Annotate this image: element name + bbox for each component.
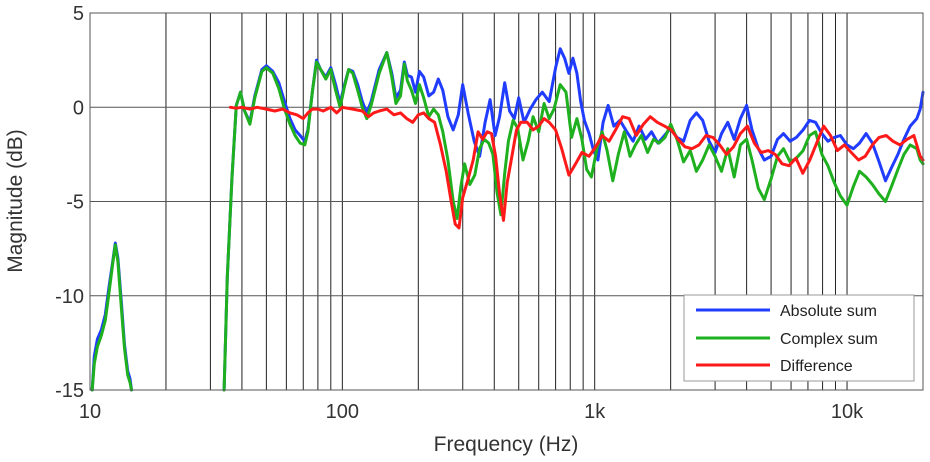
y-tick-label: -10 [55,286,84,308]
legend-label-difference: Difference [780,358,853,375]
legend-label-complex-sum: Complex sum [780,331,878,348]
legend-label-absolute-sum: Absolute sum [780,303,877,320]
y-tick-label: -5 [66,192,84,214]
series-lines [90,47,925,392]
x-tick-label: 1k [584,401,606,423]
x-tick-label: 10k [831,401,864,423]
series-line-complex-sum [90,243,133,392]
x-tick-labels: 10 100 1k 10k [79,401,864,423]
plot-frame [89,12,924,391]
x-axis-label: Frequency (Hz) [434,433,579,456]
series-line-difference [228,105,925,230]
y-tick-labels: 5 0 -5 -10 -15 [55,3,84,402]
x-tick-label: 10 [79,401,101,423]
legend: Absolute sum Complex sum Difference [683,294,915,382]
y-tick-label: 5 [73,3,84,25]
y-tick-label: -15 [55,380,84,402]
y-tick-label: 0 [73,97,84,119]
y-axis-label: Magnitude (dB) [4,129,27,273]
series-line-complex-sum [222,51,925,392]
x-tick-label: 100 [326,401,359,423]
